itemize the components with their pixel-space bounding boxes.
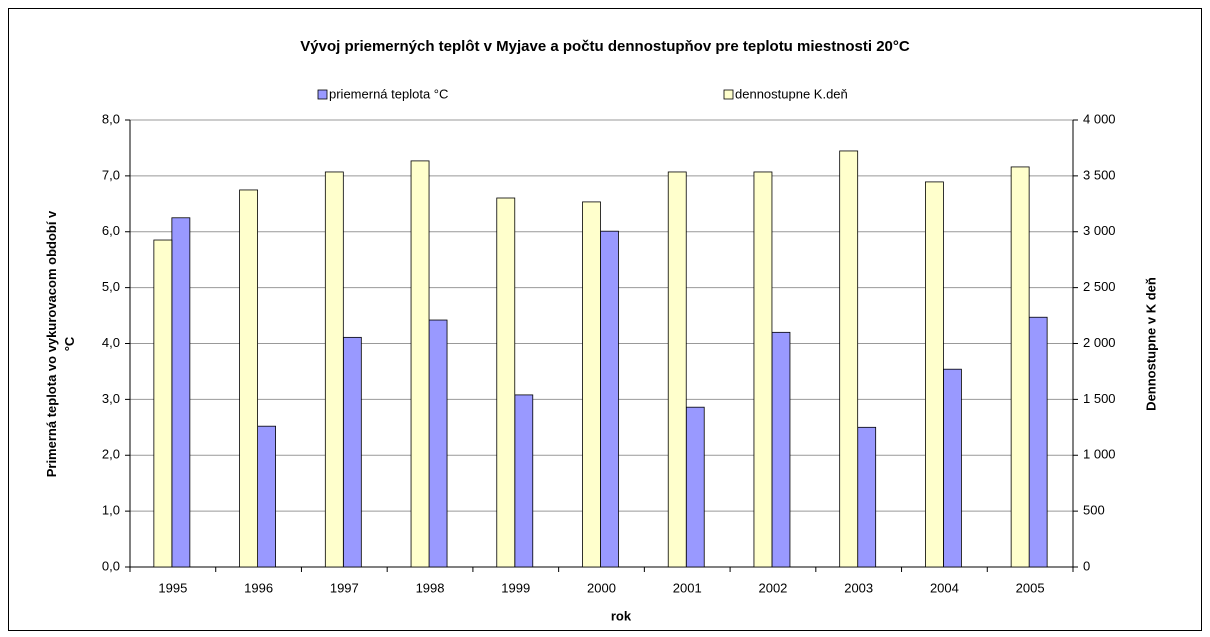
y-tick-label: 3,0 [102,391,120,406]
y2-tick-label: 2 500 [1083,279,1116,294]
x-tick-label: 2005 [1016,580,1045,595]
bar [600,230,619,568]
bar [257,425,276,568]
y2-tick-label: 4 000 [1083,111,1116,126]
bar [496,197,516,568]
bar [410,160,430,568]
legend-label: dennostupne K.deň [735,86,848,101]
x-tick-label: 2003 [844,580,873,595]
y2-tick-label: 500 [1083,503,1105,518]
bar [667,171,687,568]
y2-tick-label: 1 000 [1083,447,1116,462]
bar [839,150,859,568]
y2-tick-label: 3 500 [1083,167,1116,182]
bar [239,189,258,568]
bar [1028,316,1048,568]
y-tick-label: 8,0 [102,111,120,126]
bar [685,406,705,568]
x-tick-label: 2001 [673,580,702,595]
bar [771,331,791,568]
y-tick-label: 5,0 [102,279,120,294]
bar [943,368,962,568]
y2-tick-label: 2 000 [1083,335,1116,350]
x-tick-label: 1998 [416,580,445,595]
legend-swatch [723,89,734,100]
chart-title: Vývoj priemerných teplôt v Myjave a počt… [300,38,910,55]
bar [428,319,448,568]
y-tick-label: 2,0 [102,447,120,462]
y2-tick-label: 3 000 [1083,223,1116,238]
x-tick-label: 2004 [930,580,959,595]
bar [171,217,191,568]
bar [342,336,362,568]
bar [514,394,534,568]
x-tick-label: 2000 [587,580,616,595]
bar [153,239,173,568]
x-tick-label: 2002 [758,580,787,595]
y-tick-label: 7,0 [102,167,120,182]
y-tick-label: 6,0 [102,223,120,238]
x-tick-label: 1995 [158,580,187,595]
bar [753,171,773,568]
y-tick-label: 0,0 [102,558,120,573]
x-tick-label: 1997 [330,580,359,595]
x-tick-label: 1999 [501,580,530,595]
y2-tick-label: 0 [1083,558,1090,573]
y2-axis-label: Dennostupne v K deň [1143,277,1158,411]
legend-swatch [317,89,328,100]
bar [324,171,344,568]
y-axis-label: Primerná teplota vo vykurovacom období v… [44,210,77,477]
y-tick-label: 4,0 [102,335,120,350]
legend-label: priemerná teplota °C [329,86,448,101]
bar [1010,166,1030,568]
bar [857,426,877,568]
y2-tick-label: 1 500 [1083,391,1116,406]
bar [925,181,944,568]
x-tick-label: 1996 [244,580,273,595]
x-axis-label: rok [611,608,632,623]
y-tick-label: 1,0 [102,503,120,518]
bar [582,201,601,568]
